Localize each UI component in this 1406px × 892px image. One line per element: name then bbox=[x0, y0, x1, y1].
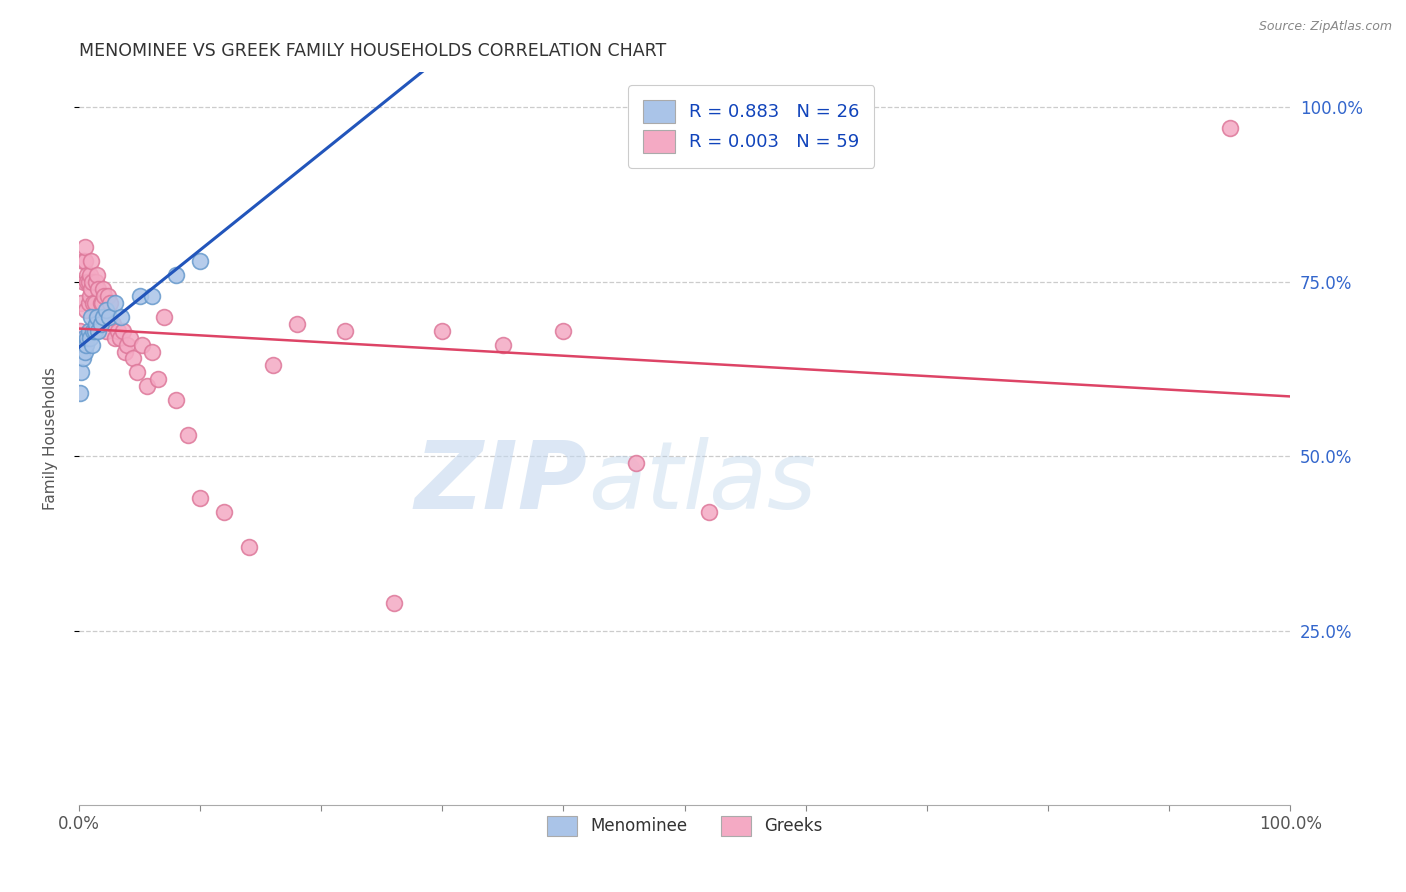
Point bbox=[553, 324, 575, 338]
Point bbox=[122, 351, 145, 366]
Point bbox=[101, 317, 124, 331]
Point bbox=[82, 324, 104, 338]
Point bbox=[82, 337, 104, 351]
Point bbox=[86, 310, 108, 324]
Point bbox=[91, 310, 114, 324]
Point bbox=[75, 302, 97, 317]
Point bbox=[69, 324, 91, 338]
Point bbox=[382, 596, 405, 610]
Point bbox=[76, 275, 98, 289]
Point bbox=[90, 317, 112, 331]
Point bbox=[110, 310, 132, 324]
Point bbox=[82, 295, 104, 310]
Point bbox=[1219, 121, 1241, 136]
Point bbox=[697, 505, 720, 519]
Y-axis label: Family Households: Family Households bbox=[44, 368, 58, 510]
Point bbox=[94, 324, 117, 338]
Point bbox=[91, 295, 114, 310]
Point bbox=[76, 330, 98, 344]
Point bbox=[79, 288, 101, 302]
Point bbox=[117, 337, 139, 351]
Point bbox=[188, 253, 211, 268]
Point bbox=[72, 351, 94, 366]
Point bbox=[114, 344, 136, 359]
Point bbox=[285, 317, 308, 331]
Point bbox=[91, 282, 114, 296]
Point bbox=[73, 344, 96, 359]
Point bbox=[70, 366, 93, 380]
Point bbox=[177, 428, 200, 442]
Point bbox=[82, 275, 104, 289]
Point bbox=[100, 295, 122, 310]
Point bbox=[77, 275, 100, 289]
Point bbox=[76, 268, 98, 282]
Point bbox=[69, 386, 91, 401]
Point bbox=[432, 324, 454, 338]
Text: ZIP: ZIP bbox=[415, 437, 588, 529]
Point bbox=[165, 268, 187, 282]
Point bbox=[165, 393, 187, 408]
Point bbox=[80, 310, 103, 324]
Point bbox=[77, 324, 100, 338]
Point bbox=[141, 344, 163, 359]
Point bbox=[72, 253, 94, 268]
Point bbox=[104, 330, 127, 344]
Point bbox=[75, 337, 97, 351]
Point bbox=[79, 268, 101, 282]
Point bbox=[108, 330, 131, 344]
Text: MENOMINEE VS GREEK FAMILY HOUSEHOLDS CORRELATION CHART: MENOMINEE VS GREEK FAMILY HOUSEHOLDS COR… bbox=[79, 42, 666, 60]
Text: atlas: atlas bbox=[588, 437, 815, 528]
Point bbox=[84, 275, 107, 289]
Point bbox=[262, 359, 284, 373]
Point bbox=[624, 456, 647, 470]
Point bbox=[83, 295, 105, 310]
Point bbox=[80, 282, 103, 296]
Point bbox=[87, 324, 110, 338]
Point bbox=[146, 372, 169, 386]
Point bbox=[73, 253, 96, 268]
Point bbox=[98, 310, 121, 324]
Point bbox=[141, 288, 163, 302]
Point bbox=[127, 366, 149, 380]
Point bbox=[128, 288, 150, 302]
Point bbox=[238, 540, 260, 554]
Point bbox=[80, 253, 103, 268]
Point bbox=[77, 295, 100, 310]
Point bbox=[86, 268, 108, 282]
Point bbox=[97, 288, 120, 302]
Point bbox=[111, 324, 134, 338]
Point bbox=[131, 337, 153, 351]
Point bbox=[90, 295, 112, 310]
Point bbox=[87, 282, 110, 296]
Point bbox=[70, 295, 93, 310]
Point bbox=[93, 288, 115, 302]
Point bbox=[89, 310, 111, 324]
Point bbox=[73, 330, 96, 344]
Point bbox=[188, 491, 211, 505]
Point bbox=[94, 302, 117, 317]
Point bbox=[84, 317, 107, 331]
Point bbox=[152, 310, 174, 324]
Point bbox=[492, 337, 515, 351]
Legend: Menominee, Greeks: Menominee, Greeks bbox=[538, 807, 831, 845]
Point bbox=[335, 324, 357, 338]
Point bbox=[214, 505, 236, 519]
Point bbox=[79, 330, 101, 344]
Point bbox=[83, 324, 105, 338]
Point bbox=[135, 379, 157, 393]
Text: Source: ZipAtlas.com: Source: ZipAtlas.com bbox=[1258, 20, 1392, 33]
Point bbox=[73, 240, 96, 254]
Point bbox=[107, 324, 129, 338]
Point bbox=[104, 295, 127, 310]
Point bbox=[73, 275, 96, 289]
Point bbox=[118, 330, 141, 344]
